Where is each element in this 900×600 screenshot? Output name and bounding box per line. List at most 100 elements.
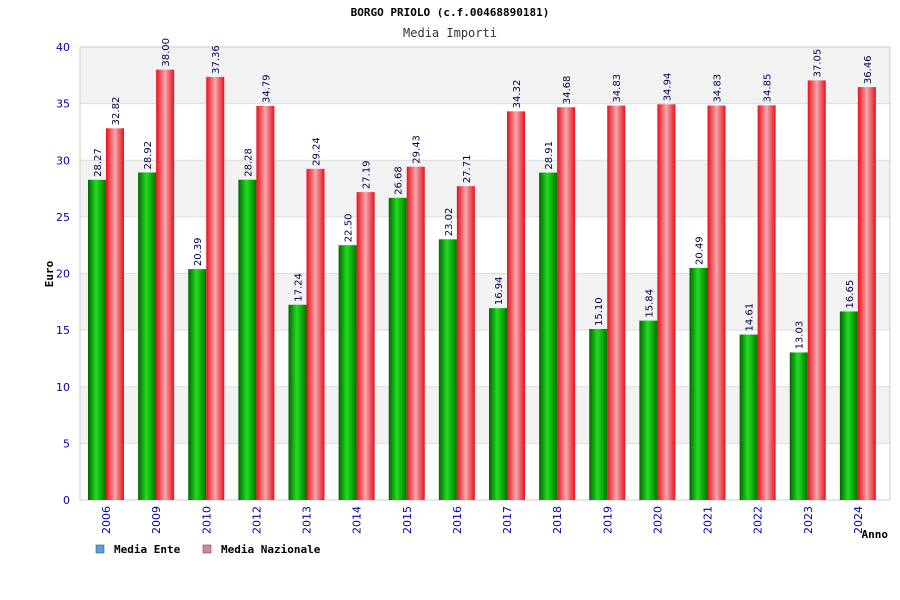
x-tick-label: 2016	[451, 506, 464, 534]
bar-value-label: 34.85	[763, 74, 774, 103]
bar-media-nazionale	[807, 80, 826, 500]
bar-media-ente	[639, 320, 658, 500]
bar-value-label: 20.39	[193, 237, 204, 266]
bar-media-ente	[88, 179, 106, 500]
bars: 28.27 32.82 28.92 38.00 20.39 37.36 28.28 34.79…	[88, 38, 876, 501]
y-axis-ticks: 0 5 10 15 20 25 30 35 40	[56, 41, 70, 507]
y-tick-label: 0	[63, 494, 70, 507]
x-tick-label: 2006	[100, 506, 113, 534]
legend-swatch-media-nazionale	[202, 544, 212, 554]
bar-value-label: 26.68	[394, 166, 405, 195]
bar-value-label: 28.28	[243, 148, 254, 177]
bar-media-ente	[739, 334, 758, 500]
x-axis-label: Anno	[862, 528, 889, 541]
bar-media-nazionale	[206, 76, 225, 500]
x-tick-label: 2015	[401, 506, 414, 534]
bar-value-label: 14.61	[745, 303, 756, 332]
chart-subtitle: Media Importi	[403, 26, 497, 40]
bar-value-label: 34.32	[512, 80, 523, 109]
legend: Media Ente Media Nazionale	[95, 543, 321, 556]
bar-value-label: 34.83	[713, 74, 724, 103]
x-tick-label: 2024	[852, 506, 865, 534]
bar-value-label: 32.82	[111, 97, 122, 126]
y-tick-label: 30	[56, 154, 70, 167]
bar-value-label: 27.71	[462, 155, 473, 184]
bar-media-ente	[188, 269, 207, 500]
bar-media-nazionale	[106, 128, 124, 500]
bar-value-label: 23.02	[444, 208, 455, 237]
x-tick-label: 2023	[802, 506, 815, 534]
bar-value-label: 37.36	[211, 45, 222, 74]
bar-value-label: 15.10	[594, 297, 605, 326]
bar-media-nazionale	[156, 69, 175, 501]
bar-media-ente	[689, 267, 708, 500]
bar-media-nazionale	[757, 105, 776, 500]
bar-value-label: 28.92	[143, 141, 154, 170]
x-tick-label: 2021	[702, 506, 715, 534]
bar-media-ente	[138, 172, 157, 500]
x-tick-label: 2017	[501, 506, 514, 534]
bar-media-ente	[789, 352, 808, 500]
bar-value-label: 15.84	[644, 289, 655, 318]
y-tick-label: 10	[56, 381, 70, 394]
bar-value-label: 34.68	[562, 76, 573, 105]
chart-title: BORGO PRIOLO (c.f.00468890181)	[351, 6, 550, 19]
bar-media-ente	[839, 311, 858, 500]
bar-media-ente	[238, 179, 257, 500]
x-tick-label: 2022	[752, 506, 765, 534]
x-tick-label: 2010	[200, 506, 213, 534]
bar-media-nazionale	[857, 87, 876, 500]
x-tick-label: 2013	[301, 506, 314, 534]
bar-media-ente	[489, 308, 507, 500]
x-axis-ticks: 2006 2009 2010 2012 2013 2014 2015 2016 2017 2018…	[100, 506, 865, 534]
bar-value-label: 37.05	[813, 49, 824, 78]
x-tick-label: 2012	[250, 506, 263, 534]
bar-media-ente	[338, 245, 357, 500]
bar-value-label: 13.03	[795, 321, 806, 350]
x-tick-label: 2009	[150, 506, 163, 534]
bar-media-ente	[539, 172, 558, 501]
legend-label-media-nazionale: Media Nazionale	[221, 543, 321, 556]
bar-media-nazionale	[657, 104, 676, 500]
bar-media-nazionale	[306, 168, 325, 500]
bar-media-nazionale	[507, 111, 525, 501]
bar-value-label: 17.24	[294, 273, 305, 302]
bar-value-label: 28.27	[93, 148, 104, 177]
bar-media-nazionale	[456, 186, 475, 500]
bar-value-label: 34.83	[612, 74, 623, 103]
bar-value-label: 36.46	[863, 55, 874, 84]
x-tick-label: 2020	[651, 506, 664, 534]
bar-media-nazionale	[607, 105, 626, 501]
bar-value-label: 29.24	[312, 137, 323, 166]
bar-value-label: 34.94	[662, 73, 673, 102]
legend-swatch-media-ente	[95, 544, 105, 554]
y-tick-label: 25	[56, 211, 70, 224]
legend-label-media-ente: Media Ente	[114, 543, 181, 556]
x-tick-label: 2014	[351, 506, 364, 534]
y-tick-label: 5	[63, 437, 70, 450]
bar-media-nazionale	[707, 105, 726, 501]
bar-media-nazionale	[256, 106, 275, 501]
bar-media-ente	[388, 197, 407, 500]
bar-media-ente	[288, 304, 307, 500]
bar-value-label: 16.94	[494, 277, 505, 306]
bar-value-label: 20.49	[695, 236, 706, 265]
y-tick-label: 35	[56, 98, 70, 111]
bar-media-nazionale	[557, 107, 576, 501]
plot-border	[79, 46, 891, 501]
y-tick-label: 20	[56, 268, 70, 281]
bar-value-label: 22.50	[344, 214, 355, 243]
bar-media-nazionale	[356, 192, 375, 501]
bar-value-label: 34.79	[261, 74, 272, 103]
y-tick-label: 40	[56, 41, 70, 54]
bar-media-ente	[589, 328, 608, 500]
bar-value-label: 29.43	[412, 135, 423, 164]
bar-value-label: 27.19	[362, 160, 373, 189]
bar-value-label: 28.91	[544, 141, 555, 170]
bar-media-ente	[438, 239, 457, 500]
bar-media-nazionale	[406, 166, 425, 500]
bar-value-label: 16.65	[845, 280, 856, 309]
x-tick-label: 2018	[551, 506, 564, 534]
y-tick-label: 15	[56, 324, 70, 337]
